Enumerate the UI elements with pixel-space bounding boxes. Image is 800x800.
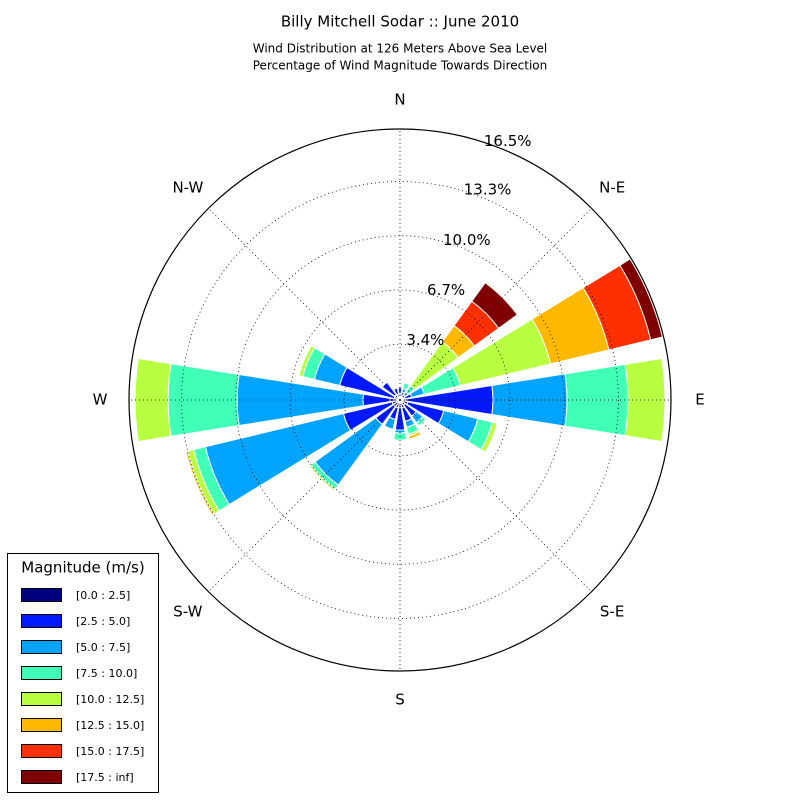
legend-swatch — [21, 666, 62, 680]
outer-circle — [128, 128, 672, 672]
legend-label: [2.5 : 5.0] — [76, 615, 130, 628]
grid-ring — [181, 181, 619, 619]
sector — [415, 415, 427, 427]
legend-label: [10.0 : 12.5] — [76, 693, 144, 706]
r-tick-label: 10.0% — [443, 231, 491, 249]
legend-label: [15.0 : 17.5] — [76, 745, 144, 758]
sector — [480, 421, 498, 453]
sector — [397, 387, 403, 395]
direction-label: S-E — [600, 603, 624, 621]
direction-label: S — [395, 691, 405, 709]
legend-swatch — [21, 692, 62, 706]
direction-label: S-W — [173, 603, 202, 621]
sector — [471, 281, 519, 329]
chart-subtitle: Wind Distribution at 126 Meters Above Se… — [253, 42, 548, 56]
direction-label: W — [93, 391, 108, 409]
direction-label: N-W — [172, 178, 203, 196]
legend: Magnitude (m/s) [0.0 : 2.5] [2.5 : 5.0] [5.… — [7, 553, 159, 793]
legend-swatch — [21, 744, 62, 758]
grid-ring — [343, 343, 457, 457]
legend-swatch — [21, 770, 62, 784]
legend-swatch — [21, 718, 62, 732]
sector — [624, 357, 666, 443]
sector — [383, 416, 396, 430]
sector — [392, 387, 400, 396]
grid-ring — [235, 235, 565, 565]
legend-swatch — [21, 614, 62, 628]
sector — [298, 344, 316, 378]
legend-swatch — [21, 588, 62, 602]
direction-label: N-E — [599, 178, 625, 196]
r-tick-label: 6.7% — [427, 281, 465, 299]
legend-title: Magnitude (m/s) — [21, 559, 144, 577]
legend-label: [7.5 : 10.0] — [76, 667, 137, 680]
direction-label: E — [695, 391, 704, 409]
sector — [619, 258, 663, 341]
chart-title: Billy Mitchell Sodar :: June 2010 — [281, 13, 519, 31]
chart-subtitle: Percentage of Wind Magnitude Towards Dir… — [253, 59, 547, 73]
sector — [408, 430, 422, 440]
sector — [402, 381, 411, 391]
r-tick-label: 3.4% — [406, 331, 444, 349]
direction-label: N — [394, 91, 405, 109]
r-tick-label: 16.5% — [484, 132, 532, 150]
legend-swatch — [21, 640, 62, 654]
plot: 3.4% 6.7% 10.0% 13.3% 16.5% N N-E E S-E S S-W W N-W — [93, 91, 705, 709]
grid-ring — [289, 289, 511, 511]
sector — [134, 357, 172, 443]
r-tick-label: 13.3% — [464, 181, 512, 199]
legend-label: [17.5 : inf] — [76, 771, 134, 784]
legend-label: [5.0 : 7.5] — [76, 641, 130, 654]
legend-label: [0.0 : 2.5] — [76, 589, 130, 602]
legend-label: [12.5 : 15.0] — [76, 719, 144, 732]
